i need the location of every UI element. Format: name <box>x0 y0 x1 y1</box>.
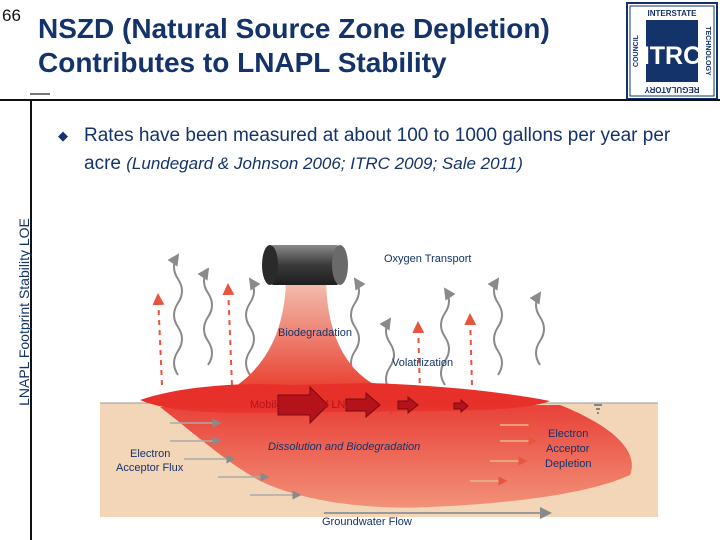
bullet-diamond-icon: ◆ <box>58 128 68 143</box>
header-divider <box>0 99 720 101</box>
lnapl-pool <box>140 383 550 413</box>
label-flux-line-1: Electron <box>130 448 170 460</box>
bullet-text: Rates have been measured at about 100 to… <box>84 122 704 178</box>
lnapl-flow-arrows <box>277 385 469 425</box>
label-mobile-residual-lnapl: Mobile/Residual LNAPL <box>250 399 366 411</box>
title-line-2: Contributes to LNAPL Stability <box>38 47 447 78</box>
title-underline-accent <box>30 93 50 95</box>
label-oxygen-transport: Oxygen Transport <box>384 253 471 265</box>
label-electron-acceptor-depletion: Electron Acceptor Depletion <box>545 428 592 470</box>
logo-right-text: TECHNOLOGY <box>704 26 711 76</box>
electron-acceptor-flux-arrows <box>170 418 302 500</box>
logo-bottom-text: REGULATORY <box>644 85 700 94</box>
label-volatilization: Volatilization <box>392 357 453 369</box>
label-depletion-line-2: Acceptor <box>546 443 590 455</box>
label-depletion-line-1: Electron <box>548 428 588 440</box>
title-line-1: NSZD (Natural Source Zone Depletion) <box>38 13 550 44</box>
lnapl-release-stem <box>230 275 375 390</box>
water-table-symbol <box>594 404 602 414</box>
label-electron-acceptor-flux: Electron Acceptor Flux <box>116 448 184 474</box>
slide-title: NSZD (Natural Source Zone Depletion) Con… <box>38 12 618 80</box>
slide-number: 66 <box>2 6 21 25</box>
label-dissolution-biodegradation: Dissolution and Biodegradation <box>268 441 420 453</box>
label-flux-line-2: Acceptor Flux <box>116 462 184 474</box>
logo-center-text: ITRC <box>643 42 701 70</box>
logo-top-text: INTERSTATE <box>647 9 697 18</box>
label-groundwater-flow: Groundwater Flow <box>322 516 412 528</box>
nszd-diagram: Oxygen Transport Biodegradation Volatili… <box>100 245 658 528</box>
label-depletion-line-3: Depletion <box>545 458 591 470</box>
logo-left-text: COUNCIL <box>633 34 640 67</box>
source-tank-icon <box>262 245 348 285</box>
bullet-citation: (Lundegard & Johnson 2006; ITRC 2009; Sa… <box>126 154 523 173</box>
label-biodegradation: Biodegradation <box>278 327 352 339</box>
side-label: LNAPL Footprint Stability LOE <box>16 218 32 406</box>
sidebar-divider <box>30 99 32 540</box>
bullet-main-text: Rates have been measured at about 100 to… <box>84 125 671 174</box>
dissolved-plume <box>160 405 632 508</box>
depletion-flow-arrows <box>470 420 538 486</box>
oxygen-transport-arrows <box>167 253 545 416</box>
itrc-logo: ITRC INTERSTATE REGULATORY TECHNOLOGY CO… <box>626 2 718 100</box>
